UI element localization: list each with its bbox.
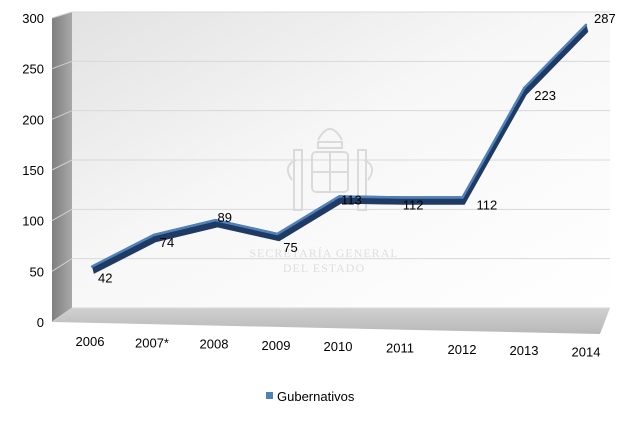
legend-label: Gubernativos — [277, 389, 355, 404]
x-tick-label: 2009 — [262, 338, 291, 353]
y-tick-label: 50 — [30, 264, 44, 279]
data-point — [90, 265, 94, 268]
data-point — [337, 195, 341, 198]
y-tick-label: 0 — [37, 315, 44, 330]
y-tick-label: 300 — [22, 11, 44, 26]
x-tick-label: 2007* — [135, 335, 169, 350]
watermark-line1: SECRETARÍA GENERAL — [249, 246, 398, 260]
y-axis-tick-labels: 0 50 100 150 200 250 300 — [22, 11, 44, 330]
x-axis-tick-labels: 2006 2007* 2008 2009 2010 2011 2012 2013 2014 — [76, 334, 601, 359]
data-labels: 42 74 89 75 113 112 112 223 287 — [98, 11, 616, 286]
x-tick-label: 2011 — [386, 341, 414, 356]
x-tick-label: 2014 — [572, 344, 601, 359]
data-label: 112 — [477, 197, 498, 212]
data-label: 89 — [218, 210, 232, 225]
chart-side-wall — [52, 12, 72, 322]
data-label: 287 — [594, 11, 616, 26]
data-point — [276, 232, 279, 236]
series-layer — [90, 23, 589, 274]
x-tick-label: 2008 — [200, 337, 229, 352]
gridlines — [51, 11, 610, 323]
data-point — [523, 86, 526, 90]
y-tick-label: 100 — [22, 214, 44, 229]
x-tick-label: 2010 — [324, 339, 353, 354]
data-label: 223 — [534, 88, 556, 103]
gridline-side — [51, 11, 73, 19]
data-label: 42 — [98, 271, 112, 286]
coat-of-arms-emblem — [286, 128, 374, 211]
data-label: 75 — [283, 240, 297, 255]
data-point — [584, 23, 588, 27]
watermark: SECRETARÍA GENERAL DEL ESTADO — [249, 128, 398, 275]
data-point — [152, 233, 155, 237]
legend-swatch — [266, 392, 273, 399]
data-label: 113 — [341, 193, 362, 208]
chart-floor — [52, 308, 610, 334]
gridline-side — [51, 208, 73, 222]
gridline-side — [51, 159, 73, 171]
gridline-side — [51, 110, 73, 120]
data-label: 74 — [160, 235, 174, 250]
gridline-side — [51, 258, 73, 272]
data-point — [214, 218, 217, 222]
x-tick-label: 2006 — [76, 334, 105, 349]
watermark-line2: DEL ESTADO — [283, 261, 365, 275]
y-tick-label: 200 — [22, 112, 44, 127]
x-tick-label: 2012 — [448, 342, 477, 357]
x-tick-label: 2013 — [510, 343, 539, 358]
gridline-side — [51, 60, 73, 70]
gridline-side — [51, 307, 73, 323]
data-point — [399, 196, 402, 199]
legend: Gubernativos — [266, 389, 355, 404]
y-tick-label: 150 — [22, 163, 44, 178]
data-point — [461, 196, 464, 199]
y-tick-label: 250 — [22, 62, 44, 77]
data-label: 112 — [403, 197, 424, 212]
